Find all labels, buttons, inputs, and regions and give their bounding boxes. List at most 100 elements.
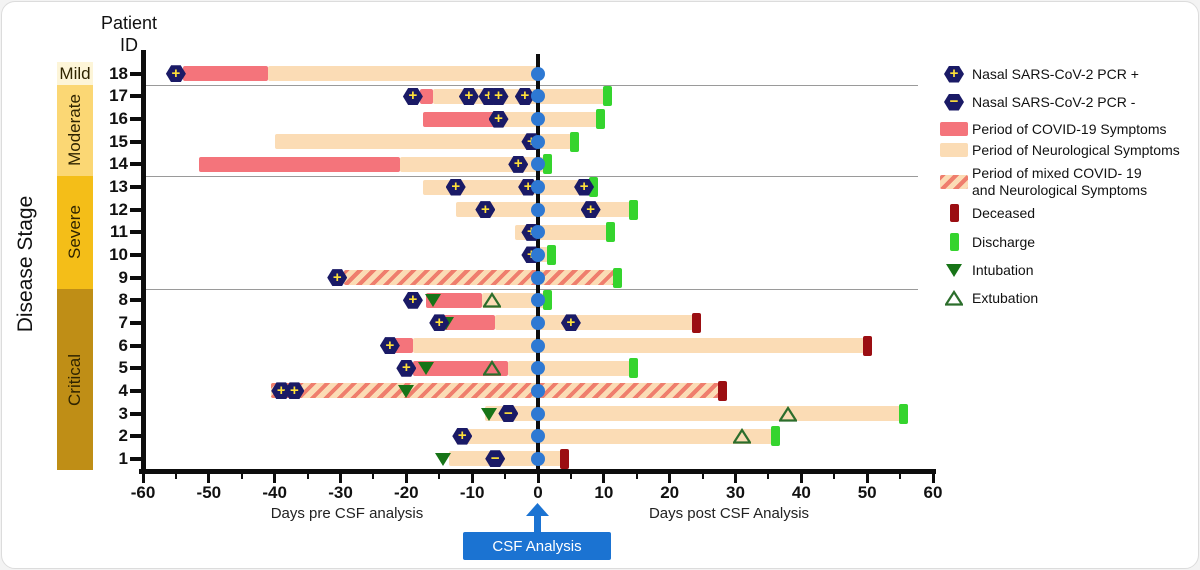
discharge-marker [612,267,622,288]
x-minor-tick [306,473,309,479]
x-major-tick [404,473,408,483]
x-minor-tick [899,473,902,479]
legend-label: Intubation [972,261,1034,278]
csf-dot [531,293,545,308]
x-major-tick [668,473,672,483]
csf-day-zero-line [536,54,540,470]
patient-id-label: 11 [110,222,128,242]
covid-symptoms-bar [419,88,433,104]
patient-row-tick [130,388,141,393]
discharge-marker [936,228,972,256]
deceased-marker [717,380,727,401]
pcr-positive-icon: + [580,201,601,219]
neuro-symptoms-bar [422,179,591,195]
intubation-marker [480,407,497,421]
patient-row-tick [130,139,141,144]
pcr-symbol: + [480,200,490,218]
patient-row-tick [130,230,141,235]
pcr-symbol: + [408,87,418,105]
csf-arrow-shaft [534,515,541,534]
stage-separator-line [146,85,918,87]
pcr-positive-icon: + [458,87,479,105]
patient-row-tick [130,252,141,257]
pcr-positive-icon: + [165,65,186,83]
pcr-symbol: + [523,178,533,196]
stage-band-label: Mild [59,63,91,83]
intubation-marker [434,452,451,466]
x-minor-tick [438,473,441,479]
legend-label: Deceased [972,204,1036,221]
legend-label: Period of COVID-19 Symptoms [972,120,1167,137]
patient-id-label: 14 [109,154,128,174]
neuro-symptoms-bar [485,406,901,421]
legend-label: Extubation [972,289,1039,306]
csf-dot [531,315,545,330]
intubation-marker [936,256,972,284]
x-tick-label: 50 [857,483,877,502]
pcr-symbol: − [949,93,959,110]
pcr-symbol: + [290,381,299,399]
extubation-icon [945,290,963,306]
patient-id-label: 4 [118,380,128,400]
csf-analysis-box: CSF Analysis [463,532,611,560]
csf-dot [531,247,545,262]
patient-id-label: 12 [109,199,128,219]
discharge-marker [602,86,612,107]
pcr-symbol: + [484,87,493,105]
legend-item-pcr-positive-icon: + Nasal SARS-CoV-2 PCR + [936,60,1139,88]
covid-symptoms-bar [422,111,496,127]
patient-id-header-line1: Patient [100,13,158,33]
extubation-marker [733,428,752,444]
discharge-marker [546,244,556,265]
stage-band-severe: Severe [57,175,93,289]
csf-dot [531,406,545,421]
x-major-tick [536,473,540,483]
patient-id-label: 9 [118,267,128,287]
x-tick-label: 40 [791,483,811,502]
csf-dot [531,89,545,104]
patient-id-label: 7 [118,312,128,332]
patient-row-tick [130,275,141,280]
stage-band-label: Critical [65,353,85,406]
patient-id-label: 6 [118,335,128,355]
x-minor-tick [240,473,243,479]
pcr-positive-icon: + [514,87,535,105]
neuro-symptoms-bar [495,111,598,127]
pcr-positive-icon: + [508,155,529,173]
x-tick-label: -30 [328,483,353,502]
patient-row-tick [130,411,141,416]
pcr-positive-icon: + [402,291,423,309]
legend-item-intubation-marker: Intubation [936,256,1034,284]
pcr-symbol: + [276,381,286,399]
stage-separator-line [146,288,918,290]
deceased-marker [936,199,972,227]
legend-swatch [949,204,959,222]
patient-id-header: Patient ID [88,12,170,56]
mixed-swatch [936,168,972,196]
csf-dot [531,429,545,444]
x-tick-label: 30 [726,483,745,502]
patient-row-tick [130,456,141,461]
stage-band-moderate: Moderate [57,85,93,176]
patient-row-tick [130,298,141,303]
discharge-marker [596,109,606,130]
extubation-marker [779,405,798,422]
discharge-marker [543,290,553,311]
x-minor-tick [635,473,638,479]
pcr-symbol: + [949,65,959,82]
discharge-marker [543,154,553,175]
pcr-negative-icon: − [498,405,519,422]
stage-separator-line [146,175,918,177]
pcr-positive-icon: + [429,314,450,332]
covid-symptoms-bar [182,66,269,82]
x-major-tick [141,473,145,483]
stage-band-label: Severe [65,205,84,260]
neuro-symptoms-bar [495,315,693,331]
covid-swatch [936,115,972,143]
patient-row-tick [130,343,141,348]
neuro-symptoms-bar [449,451,565,467]
x-major-tick [931,473,935,483]
patient-id-label: 1 [118,448,128,468]
patient-id-label: 2 [118,426,128,446]
